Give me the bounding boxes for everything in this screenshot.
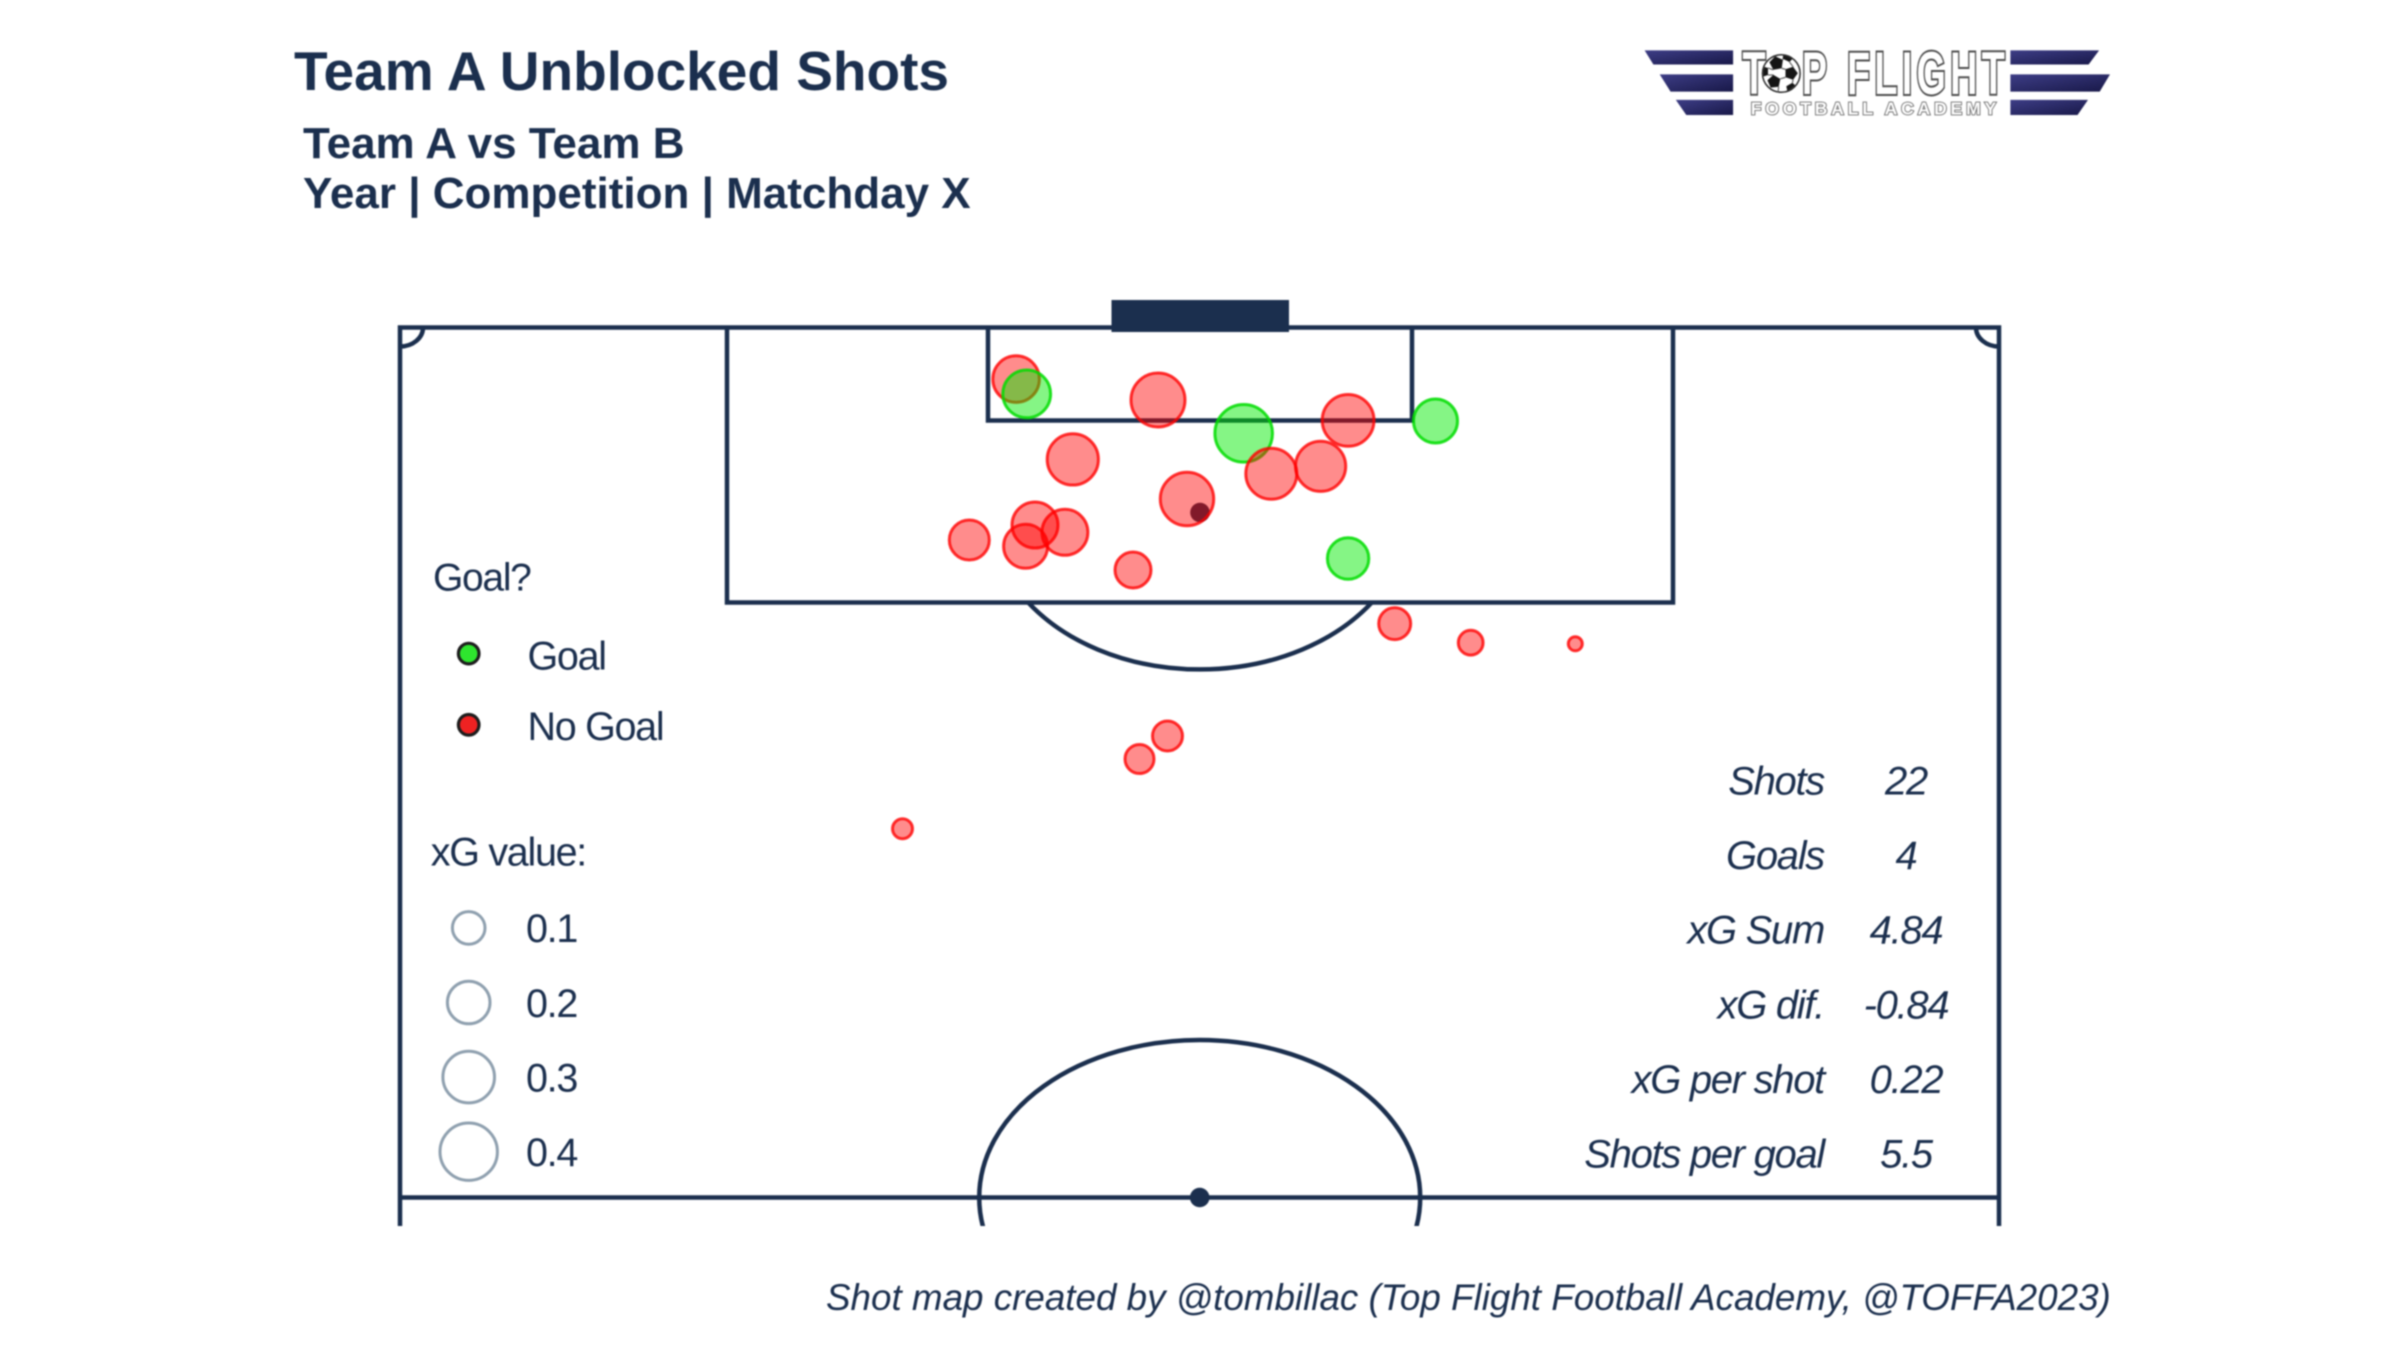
svg-text:Goal?: Goal?	[433, 556, 531, 599]
svg-text:Goals: Goals	[1726, 834, 1825, 878]
svg-text:0.1: 0.1	[526, 907, 577, 951]
svg-text:Shots per goal: Shots per goal	[1584, 1133, 1826, 1177]
svg-text:4.84: 4.84	[1870, 909, 1943, 953]
svg-text:5.5: 5.5	[1880, 1133, 1934, 1177]
svg-text:xG Sum: xG Sum	[1685, 909, 1824, 953]
svg-text:0.2: 0.2	[526, 982, 577, 1026]
svg-text:xG dif.: xG dif.	[1716, 983, 1825, 1027]
svg-text:xG value:: xG value:	[431, 831, 586, 875]
svg-text:22: 22	[1884, 760, 1928, 804]
svg-text:4: 4	[1896, 834, 1917, 878]
svg-text:P: P	[1802, 40, 1827, 107]
svg-text:Shot map created by @tombillac: Shot map created by @tombillac (Top Flig…	[826, 1277, 2111, 1318]
svg-text:Shots: Shots	[1728, 760, 1825, 804]
svg-text:FLIGHT: FLIGHT	[1847, 40, 2009, 107]
svg-text:0.22: 0.22	[1870, 1058, 1944, 1102]
svg-text:Goal: Goal	[528, 635, 606, 679]
svg-text:0.4: 0.4	[526, 1131, 577, 1175]
svg-text:Year | Competition | Matchday: Year | Competition | Matchday X	[303, 169, 971, 219]
svg-text:Team A vs Team B: Team A vs Team B	[303, 119, 684, 168]
svg-text:No Goal: No Goal	[528, 705, 664, 749]
svg-text:xG per shot: xG per shot	[1630, 1058, 1828, 1102]
svg-text:FOOTBALL ACADEMY: FOOTBALL ACADEMY	[1751, 99, 2000, 119]
svg-text:Team A Unblocked Shots: Team A Unblocked Shots	[294, 40, 949, 102]
svg-text:0.3: 0.3	[526, 1056, 577, 1100]
svg-text:-0.84: -0.84	[1864, 983, 1949, 1027]
